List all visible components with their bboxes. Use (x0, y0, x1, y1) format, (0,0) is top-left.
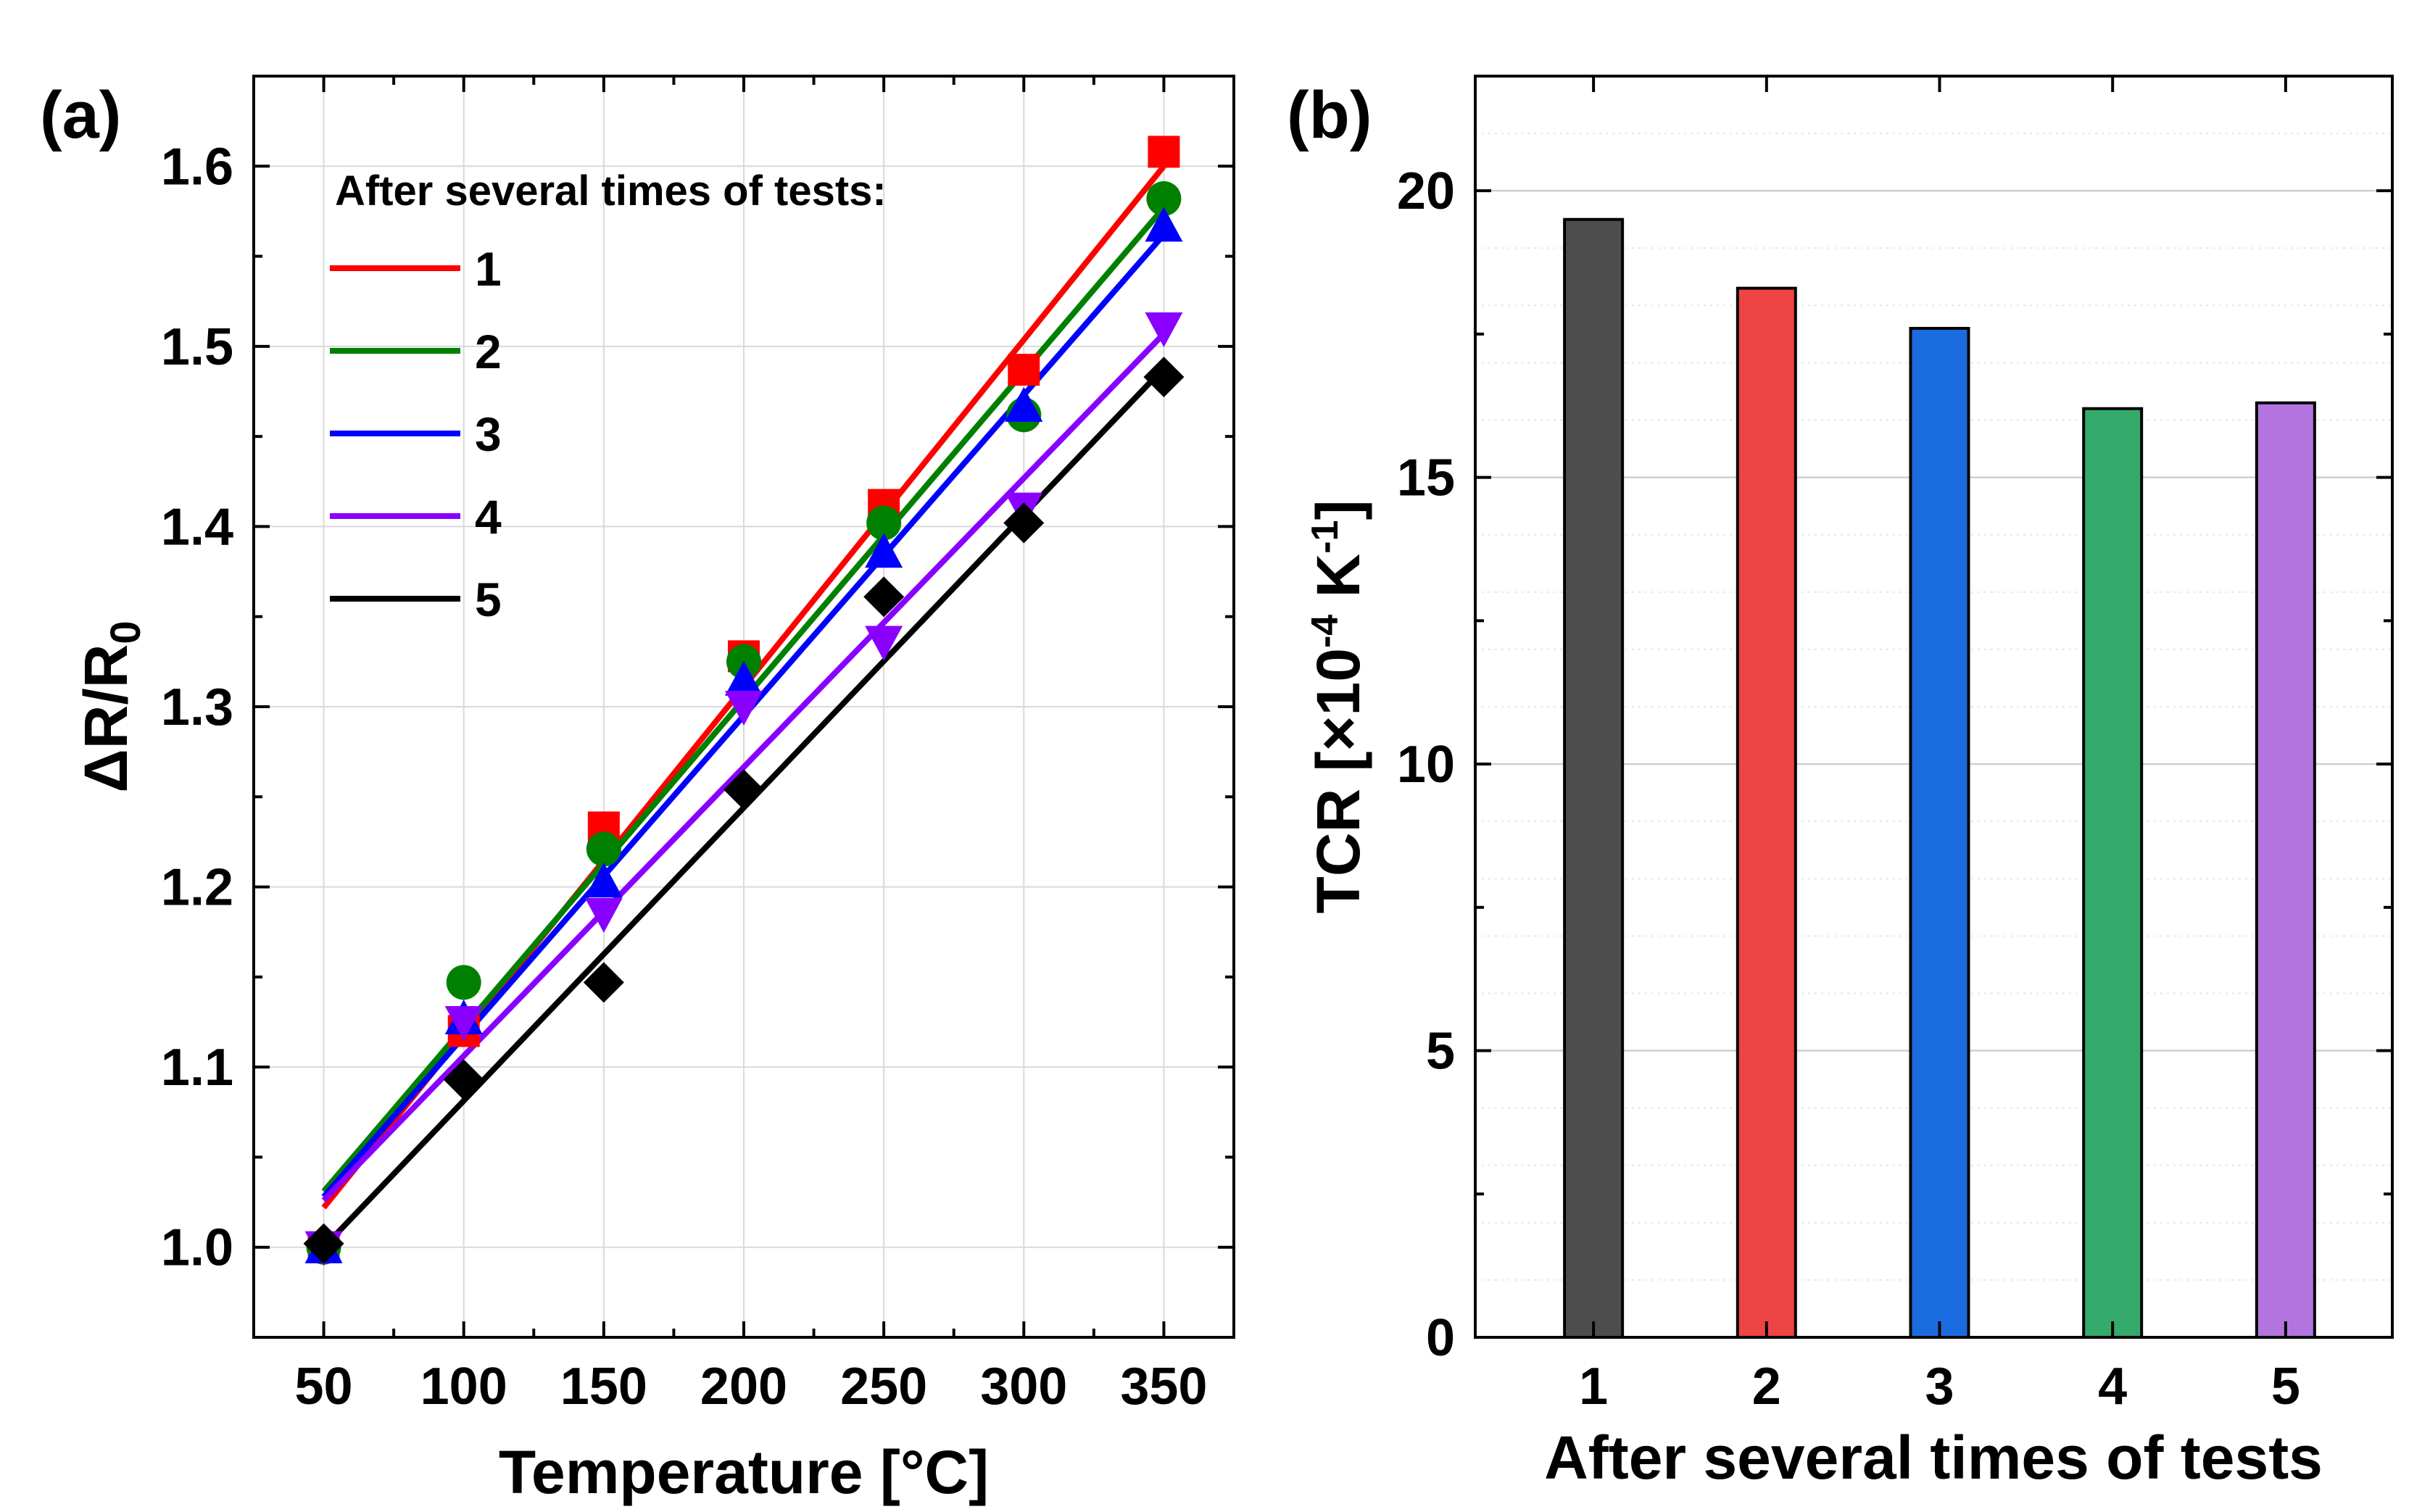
legend-label-test-1: 1 (475, 242, 502, 296)
panel-a-grid (254, 76, 1234, 1337)
panel-a-y-axis-title: ΔR/R0 (72, 620, 149, 792)
data-point-test-4 (725, 691, 763, 726)
panel-b-y-axis-title-post: ] (1304, 500, 1372, 520)
legend-label-test-3: 3 (475, 407, 502, 461)
x-tick-label: 250 (840, 1358, 927, 1416)
legend-label-test-2: 2 (475, 325, 502, 378)
x-tick-label: 4 (2098, 1358, 2127, 1416)
panel-b-y-axis-title-exp1: -4 (1304, 615, 1346, 648)
legend-title: After several times of tests: (335, 167, 887, 215)
data-point-test-4 (1145, 312, 1183, 347)
x-tick-label: 2 (1752, 1358, 1781, 1416)
data-point-test-3 (1005, 386, 1043, 422)
y-tick-label: 10 (1397, 736, 1455, 794)
data-point-test-2 (446, 965, 481, 1000)
panel-b-plot-frame (1474, 75, 2394, 1339)
y-tick-label: 1.2 (161, 859, 233, 917)
data-point-test-5 (1143, 357, 1185, 398)
data-point-test-4 (444, 1006, 483, 1041)
data-point-test-2 (866, 505, 902, 541)
panel-b-y-axis-title-pre: TCR [×10 (1304, 648, 1372, 913)
x-tick-label: 100 (420, 1358, 507, 1416)
data-point-test-1 (1008, 354, 1040, 386)
panel-b-ticks (1475, 76, 2392, 1337)
panel-a-ticks (254, 76, 1234, 1337)
data-point-test-5 (1003, 502, 1045, 544)
panel-b-y-tick-labels: 0 5 10 15 20 (1397, 162, 1455, 1367)
data-point-test-5 (583, 962, 624, 1003)
y-tick-label: 0 (1426, 1309, 1455, 1367)
y-tick-label: 1.3 (161, 678, 233, 736)
panel-a-markers (303, 136, 1185, 1266)
bar-test-1 (1563, 217, 1625, 1339)
x-tick-label: 50 (295, 1358, 353, 1416)
x-tick-label: 5 (2271, 1358, 2300, 1416)
panel-b-y-axis-title-exp2: -1 (1304, 520, 1346, 554)
x-tick-label: 300 (980, 1358, 1067, 1416)
legend-label-test-4: 4 (475, 490, 502, 544)
panel-b: (b) 1 2 3 4 5 0 5 10 15 20 After several times o… (1287, 75, 2394, 1492)
data-point-test-4 (584, 897, 623, 933)
x-tick-label: 3 (1925, 1358, 1954, 1416)
data-point-test-5 (863, 576, 905, 618)
data-point-test-5 (723, 769, 764, 810)
x-tick-label: 150 (560, 1358, 647, 1416)
data-point-test-3 (1145, 207, 1183, 242)
y-tick-label: 20 (1397, 162, 1455, 220)
bar-test-2 (1736, 286, 1797, 1339)
x-tick-label: 350 (1120, 1358, 1207, 1416)
panel-b-x-tick-labels: 1 2 3 4 5 (1579, 1358, 2300, 1416)
x-tick-label: 1 (1579, 1358, 1608, 1416)
data-point-test-5 (303, 1223, 344, 1264)
y-tick-label: 15 (1397, 449, 1455, 507)
panel-a: (a) 50 100 150 200 250 300 350 1.01.11.21.31.4… (40, 75, 1235, 1506)
y-tick-label: 1.5 (161, 318, 233, 376)
y-tick-label: 1.4 (161, 498, 233, 556)
data-point-test-3 (725, 660, 763, 696)
fit-line-test-4 (321, 331, 1166, 1202)
y-tick-label: 5 (1426, 1023, 1455, 1081)
panel-a-label: (a) (40, 78, 121, 152)
panel-a-legend: After several times of tests: 1 2 3 4 5 (330, 167, 887, 626)
y-tick-label: 1.6 (161, 138, 233, 196)
data-point-test-3 (865, 533, 903, 568)
y-tick-label: 1.1 (161, 1039, 233, 1097)
legend-label-test-5: 5 (475, 573, 502, 626)
y-tick-label: 1.0 (161, 1219, 233, 1277)
panel-b-label: (b) (1287, 78, 1372, 152)
panel-b-y-axis-title-mid: K (1304, 554, 1372, 615)
data-point-test-5 (443, 1059, 484, 1100)
panel-b-y-axis-title: TCR [×10-4 K-1] (1304, 500, 1372, 914)
panel-b-bars (1563, 217, 2316, 1339)
panel-b-x-axis-title: After several times of tests (1544, 1424, 2323, 1492)
data-point-test-2 (1146, 181, 1182, 217)
data-point-test-3 (584, 863, 623, 898)
x-tick-label: 200 (700, 1358, 787, 1416)
data-point-test-2 (586, 831, 621, 867)
panel-a-y-tick-labels: 1.0 1.1 1.2 1.3 1.4 1.5 1.6 (161, 138, 233, 1276)
data-point-test-1 (1148, 136, 1180, 168)
panel-a-x-tick-labels: 50 100 150 200 250 300 350 (295, 1358, 1208, 1416)
bar-test-5 (2255, 401, 2316, 1339)
panel-a-y-axis-title-sub: 0 (102, 620, 149, 644)
data-point-test-4 (865, 626, 903, 661)
panel-a-x-axis-title: Temperature [°C] (499, 1438, 989, 1506)
bar-test-3 (1909, 327, 1970, 1339)
panel-a-y-axis-title-main: ΔR/R (72, 644, 140, 793)
bar-test-4 (2082, 407, 2144, 1339)
